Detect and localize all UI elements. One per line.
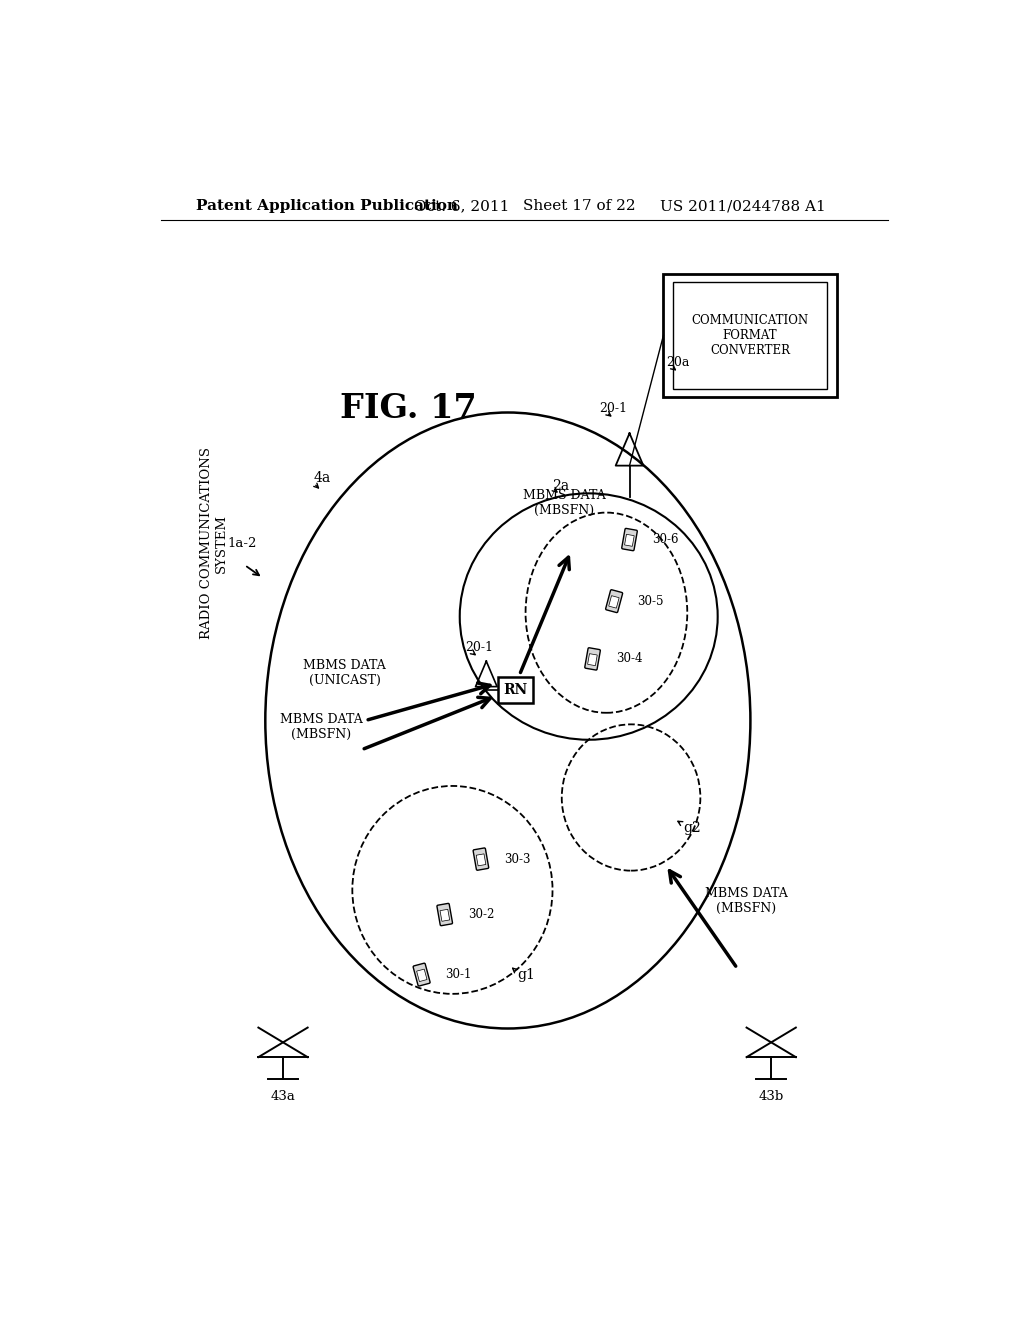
Text: 30-6: 30-6 [652,533,679,546]
Text: COMMUNICATION
FORMAT
CONVERTER: COMMUNICATION FORMAT CONVERTER [691,314,809,356]
Text: 20a: 20a [667,356,690,370]
Text: RN: RN [504,682,527,697]
FancyBboxPatch shape [476,854,485,866]
FancyBboxPatch shape [417,969,427,982]
Text: 43a: 43a [270,1090,296,1102]
Text: 20-1: 20-1 [466,640,494,653]
FancyBboxPatch shape [605,590,623,612]
Text: 30-3: 30-3 [504,853,530,866]
FancyBboxPatch shape [437,903,453,925]
Text: 1a-2: 1a-2 [227,537,257,550]
FancyBboxPatch shape [622,528,637,550]
FancyBboxPatch shape [625,535,634,546]
Text: 30-5: 30-5 [637,594,664,607]
Text: RADIO COMMUNICATIONS
SYSTEM: RADIO COMMUNICATIONS SYSTEM [200,447,227,639]
Text: 30-1: 30-1 [444,968,471,981]
Text: Sheet 17 of 22: Sheet 17 of 22 [523,199,636,213]
FancyBboxPatch shape [585,648,600,671]
FancyBboxPatch shape [473,847,488,870]
Text: 43b: 43b [759,1090,783,1102]
Text: g1: g1 [517,968,535,982]
Text: 4a: 4a [313,471,331,484]
Text: g2: g2 [683,821,701,836]
Text: FIG. 17: FIG. 17 [340,392,477,425]
FancyBboxPatch shape [498,677,534,702]
FancyBboxPatch shape [413,964,430,986]
Text: US 2011/0244788 A1: US 2011/0244788 A1 [660,199,826,213]
Text: MBMS DATA
(MBSFN): MBMS DATA (MBSFN) [281,713,362,741]
FancyBboxPatch shape [664,275,837,397]
FancyBboxPatch shape [608,595,620,609]
Text: Patent Application Publication: Patent Application Publication [196,199,458,213]
Text: 2a: 2a [553,479,569,492]
Text: 20-1: 20-1 [599,403,627,416]
FancyBboxPatch shape [440,909,450,921]
Text: 30-2: 30-2 [468,908,495,921]
FancyBboxPatch shape [588,653,597,665]
Text: MBMS DATA
(MBSFN): MBMS DATA (MBSFN) [522,490,605,517]
Text: Oct. 6, 2011: Oct. 6, 2011 [414,199,509,213]
Text: MBMS DATA
(UNICAST): MBMS DATA (UNICAST) [303,659,386,686]
FancyBboxPatch shape [673,281,827,389]
Text: 30-4: 30-4 [615,652,642,665]
Text: MBMS DATA
(MBSFN): MBMS DATA (MBSFN) [706,887,787,916]
